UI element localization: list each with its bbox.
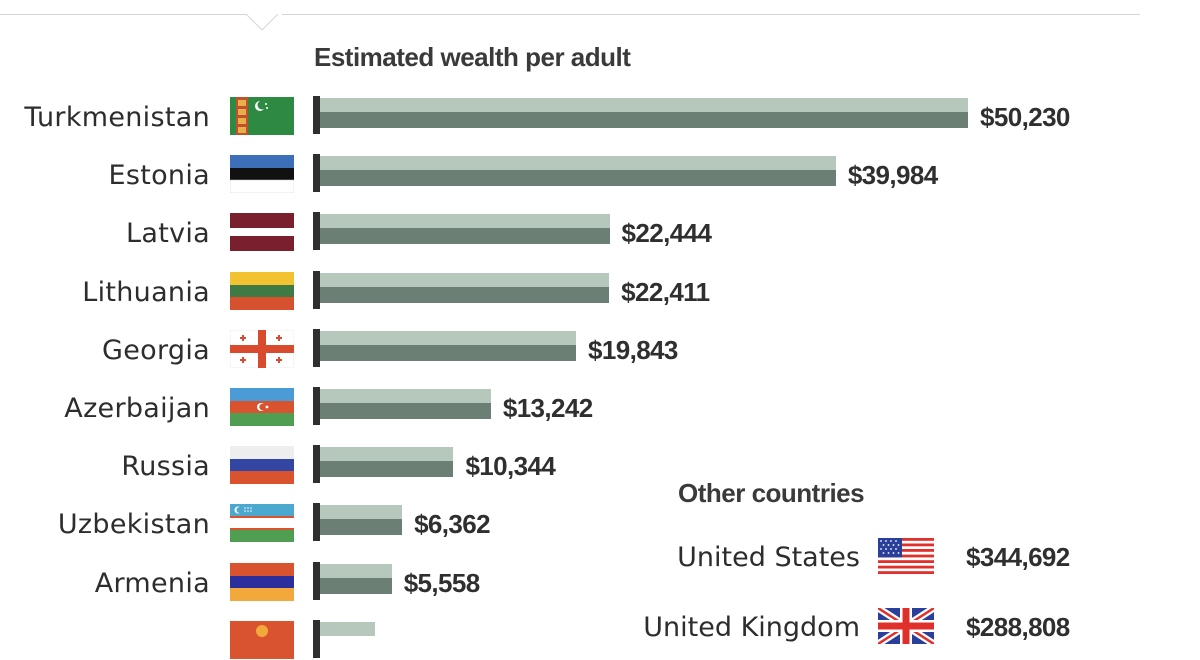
country-label: Latvia [126,218,210,250]
bar-baseline [313,445,320,484]
bar-baseline [313,154,320,193]
other-country-value: $344,692 [966,542,1070,572]
bar-highlight [320,214,610,229]
value-label: $22,444 [621,218,712,249]
turkmenistan-flag-icon [230,97,294,135]
country-label: Georgia [102,334,210,366]
bar-highlight [320,330,576,345]
bar [320,286,610,303]
bar-highlight [320,505,403,520]
bar-baseline [313,561,320,600]
country-label: Uzbekistan [57,509,210,541]
bar [320,461,454,478]
uzbekistan-flag-icon [230,504,294,543]
country-label: Armenia [94,567,210,599]
bar-row: Uzbekistan $6,362 [0,503,1200,543]
country-label: Azerbaijan [64,393,210,424]
bar-row: Armenia $5,558 [0,561,1200,602]
latvia-flag-icon [230,213,294,252]
value-label: $50,230 [980,102,1070,132]
bar-row: Lithuania $22,411 [0,270,1200,311]
bar-row: Russia $10,344 [0,445,1200,485]
bar [320,403,491,419]
value-label: $13,242 [502,393,593,423]
bar-highlight [320,389,491,403]
other-country-row: United Kingdom $288,808 [600,608,1200,652]
value-label: $6,362 [414,509,491,540]
value-label: $10,344 [465,451,556,482]
top-divider-right [282,14,1140,15]
georgia-flag-icon [230,329,294,368]
other-countries-title: Other countries [678,478,865,508]
lithuania-flag-icon [230,271,294,310]
bar-baseline [313,619,320,658]
estonia-flag-icon [230,155,294,194]
country-label: Turkmenistan [24,102,210,133]
bar [320,170,836,187]
uk-flag-icon [878,608,934,644]
bar-highlight [320,98,968,112]
value-label: $19,843 [587,334,678,365]
bar-row: Latvia $22,444 [0,212,1200,252]
other-country-label: United States [677,542,860,573]
bar [320,577,392,594]
russia-flag-icon [230,446,294,485]
value-label: $22,411 [621,276,710,307]
bar-highlight [320,447,454,462]
value-label: $5,558 [403,567,481,598]
bar [320,344,576,361]
bar-baseline [313,212,320,251]
country-label: Russia [121,451,210,483]
flag-icon [230,620,294,659]
bar-baseline [313,328,320,367]
bar [320,519,403,536]
bar-baseline [313,387,320,425]
bar-highlight [320,156,836,171]
top-divider-left [0,14,246,15]
bar-baseline [313,270,320,309]
country-label: Estonia [108,160,210,192]
bar-row: Estonia $39,984 [0,154,1200,194]
usa-flag-icon [878,538,934,574]
bar-highlight [320,621,375,636]
value-label: $39,984 [847,160,938,191]
bar [320,228,610,245]
chart-title: Estimated wealth per adult [314,42,631,72]
divider-notch [244,14,284,32]
other-country-label: United Kingdom [643,612,860,643]
bar-highlight [320,563,392,578]
bar [320,112,968,128]
bar-row: Turkmenistan $50,230 [0,96,1200,136]
other-country-value: $288,808 [966,612,1070,642]
country-label: Lithuania [82,276,210,308]
azerbaijan-flag-icon [230,388,294,426]
bar-row: Georgia $19,843 [0,328,1200,369]
armenia-flag-icon [230,562,294,601]
bar-highlight [320,272,610,287]
other-country-row: United States $344,692 [600,538,1200,582]
bar-baseline [313,503,320,542]
bar-row: Azerbaijan $13,242 [0,387,1200,427]
bar-baseline [313,96,320,134]
